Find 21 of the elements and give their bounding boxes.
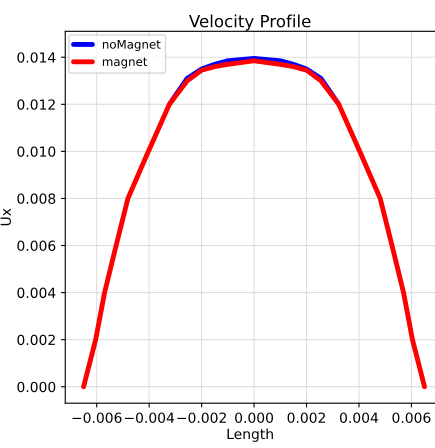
y-tick-label: 0.006 (17, 240, 56, 251)
legend-label: magnet (102, 58, 148, 68)
y-tick-label: 0.002 (17, 334, 55, 346)
x-tick-label: 0.004 (340, 412, 378, 423)
legend-label: noMagnet (102, 40, 161, 52)
line-series (81, 58, 427, 390)
y-tick-label: 0.014 (17, 52, 56, 63)
y-tick-label: 0.008 (17, 193, 56, 204)
x-tick-label: 0.002 (288, 412, 325, 423)
y-tick-label: 0.010 (17, 146, 56, 157)
x-tick-label: 0.000 (235, 412, 274, 423)
x-tick-label: 0.006 (392, 412, 430, 423)
chart-title: Velocity Profile (189, 14, 310, 31)
y-tick-label: 0.004 (17, 288, 56, 298)
x-axis-title: Length (228, 428, 273, 442)
x-tick-label: −0.006 (72, 412, 122, 423)
y-axis-title: Ux (0, 208, 11, 226)
y-tick-label: 0.012 (17, 99, 55, 110)
x-tick-label: −0.004 (124, 412, 174, 423)
y-tick-label: 0.000 (17, 382, 56, 392)
x-tick-label: −0.002 (177, 412, 226, 423)
